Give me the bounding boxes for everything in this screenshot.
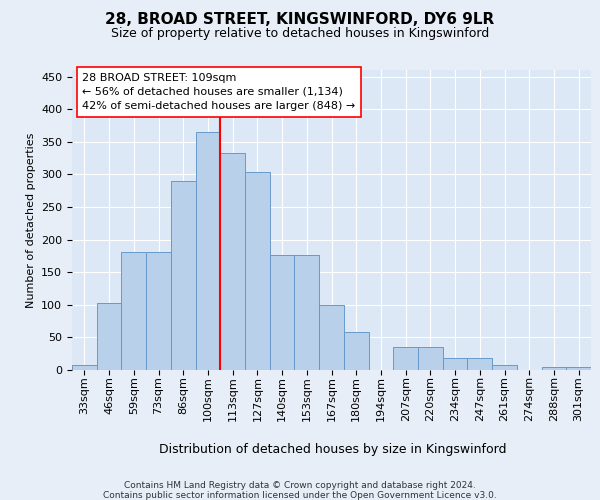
Text: 28 BROAD STREET: 109sqm
← 56% of detached houses are smaller (1,134)
42% of semi: 28 BROAD STREET: 109sqm ← 56% of detache… xyxy=(82,73,356,111)
Bar xyxy=(146,252,171,370)
Bar xyxy=(245,172,270,370)
Bar xyxy=(270,255,295,370)
Bar xyxy=(97,303,121,370)
Bar xyxy=(443,358,467,370)
Bar xyxy=(418,347,443,370)
Bar xyxy=(492,365,517,370)
Bar xyxy=(220,153,245,370)
Bar xyxy=(393,347,418,370)
Bar xyxy=(295,255,319,370)
Text: Distribution of detached houses by size in Kingswinford: Distribution of detached houses by size … xyxy=(159,442,507,456)
Bar xyxy=(319,305,344,370)
Text: 28, BROAD STREET, KINGSWINFORD, DY6 9LR: 28, BROAD STREET, KINGSWINFORD, DY6 9LR xyxy=(106,12,494,28)
Bar xyxy=(467,358,492,370)
Bar xyxy=(196,132,220,370)
Y-axis label: Number of detached properties: Number of detached properties xyxy=(26,132,35,308)
Text: Size of property relative to detached houses in Kingswinford: Size of property relative to detached ho… xyxy=(111,28,489,40)
Bar xyxy=(542,366,566,370)
Bar xyxy=(121,252,146,370)
Bar xyxy=(344,332,368,370)
Bar xyxy=(566,366,591,370)
Text: Contains HM Land Registry data © Crown copyright and database right 2024.: Contains HM Land Registry data © Crown c… xyxy=(124,481,476,490)
Text: Contains public sector information licensed under the Open Government Licence v3: Contains public sector information licen… xyxy=(103,491,497,500)
Bar xyxy=(171,181,196,370)
Bar xyxy=(72,365,97,370)
